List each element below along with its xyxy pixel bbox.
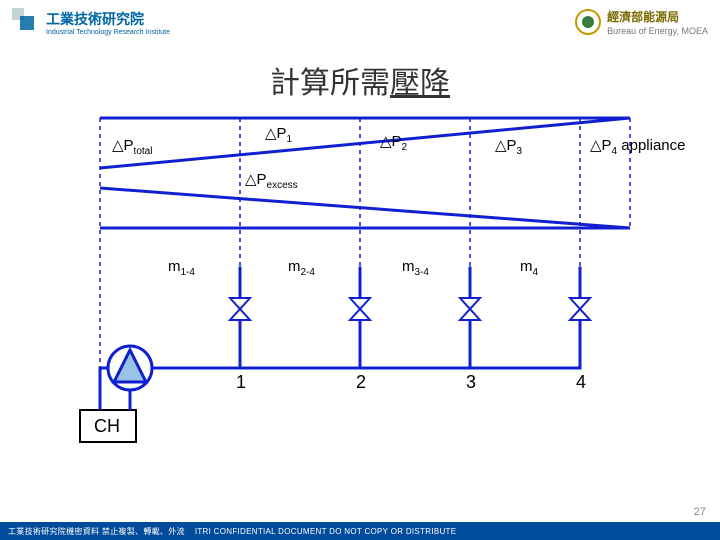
moea-mark-icon	[575, 9, 601, 35]
label-dp3: △P3	[495, 136, 522, 157]
diagram-svg	[70, 108, 670, 478]
left-logo-title: 工業技術研究院	[46, 11, 144, 27]
label-dp4: △P4 appliance	[590, 136, 686, 157]
label-m4: m4	[520, 258, 538, 278]
label-m24: m2-4	[288, 258, 315, 278]
label-m34: m3-4	[402, 258, 429, 278]
node-1: 1	[236, 372, 246, 393]
title-plain: 計算所需	[270, 67, 390, 100]
page-number: 27	[694, 506, 706, 518]
footer-left: 工業技術研究院機密資料 禁止複製、轉載、外流	[8, 526, 185, 537]
node-3: 3	[466, 372, 476, 393]
right-logo: 經濟部能源局 Bureau of Energy, MOEA	[575, 8, 708, 36]
left-logo-sub: Industrial Technology Research Institute	[46, 29, 170, 36]
label-dp-excess: △Pexcess	[245, 170, 298, 191]
right-logo-title: 經濟部能源局	[607, 10, 679, 24]
label-dp1: △P1	[265, 124, 292, 145]
right-logo-sub: Bureau of Energy, MOEA	[607, 26, 708, 36]
page-title: 計算所需壓降	[0, 58, 720, 102]
node-4: 4	[576, 372, 586, 393]
node-2: 2	[356, 372, 366, 393]
label-m14: m1-4	[168, 258, 195, 278]
title-underlined: 壓降	[390, 67, 450, 100]
header: 工業技術研究院 Industrial Technology Research I…	[0, 8, 720, 48]
pressure-drop-diagram: △Ptotal △P1 △P2 △P3 △P4 appliance △Pexce…	[70, 108, 670, 478]
label-dp2: △P2	[380, 132, 407, 153]
left-logo: 工業技術研究院 Industrial Technology Research I…	[12, 8, 170, 36]
label-ch: CH	[94, 416, 120, 437]
footer-right: ITRI CONFIDENTIAL DOCUMENT DO NOT COPY O…	[185, 527, 712, 536]
label-dp-total: △Ptotal	[112, 136, 152, 157]
itri-mark-icon	[12, 8, 40, 36]
footer: 工業技術研究院機密資料 禁止複製、轉載、外流 ITRI CONFIDENTIAL…	[0, 522, 720, 540]
